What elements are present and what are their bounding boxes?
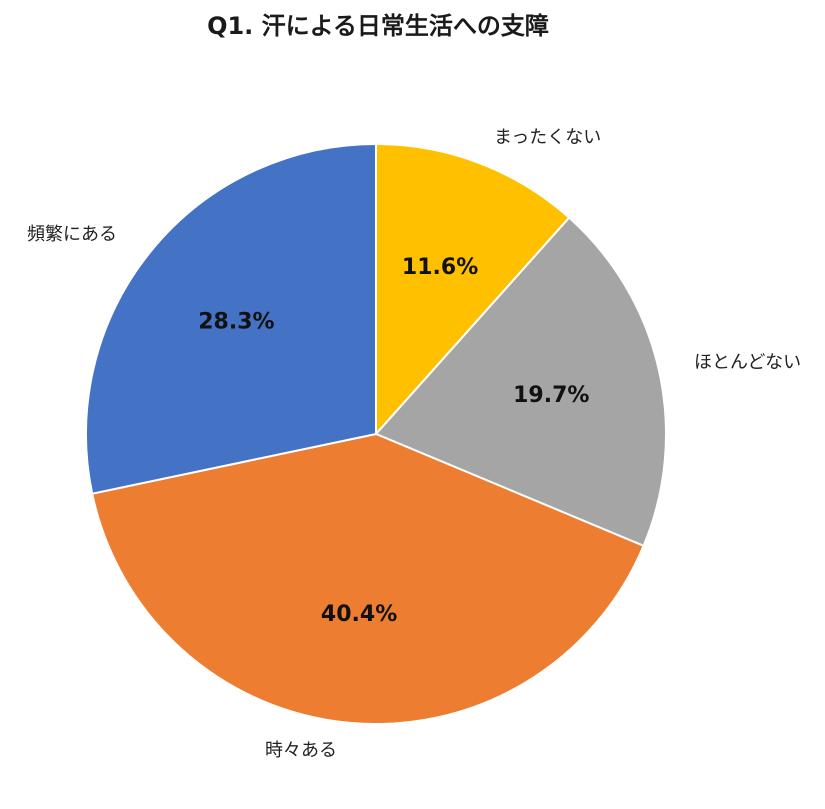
pie-slice-tokidoki-aru <box>91 433 645 726</box>
chart-title: Q1. 汗による日常生活への支障 <box>207 12 549 40</box>
category-label-tokidoki-aru: 時々ある <box>265 740 337 761</box>
value-label-mattaku-nai: 11.6% <box>402 255 478 280</box>
category-label-hinpan-ni-aru: 頻繁にある <box>27 224 117 245</box>
pie-slice-hinpan-ni-aru <box>85 143 377 495</box>
value-labels: 11.6% 19.7% 40.4% 28.3% <box>198 255 589 627</box>
pie-slice-mattaku-nai <box>375 143 571 435</box>
category-label-hotondo-nai: ほとんどない <box>694 352 801 373</box>
category-label-mattaku-nai: まったくない <box>494 127 601 148</box>
value-label-hotondo-nai: 19.7% <box>513 383 589 408</box>
value-label-hinpan-ni-aru: 28.3% <box>198 310 274 335</box>
pie-slices <box>85 143 667 726</box>
value-label-tokidoki-aru: 40.4% <box>321 602 397 627</box>
